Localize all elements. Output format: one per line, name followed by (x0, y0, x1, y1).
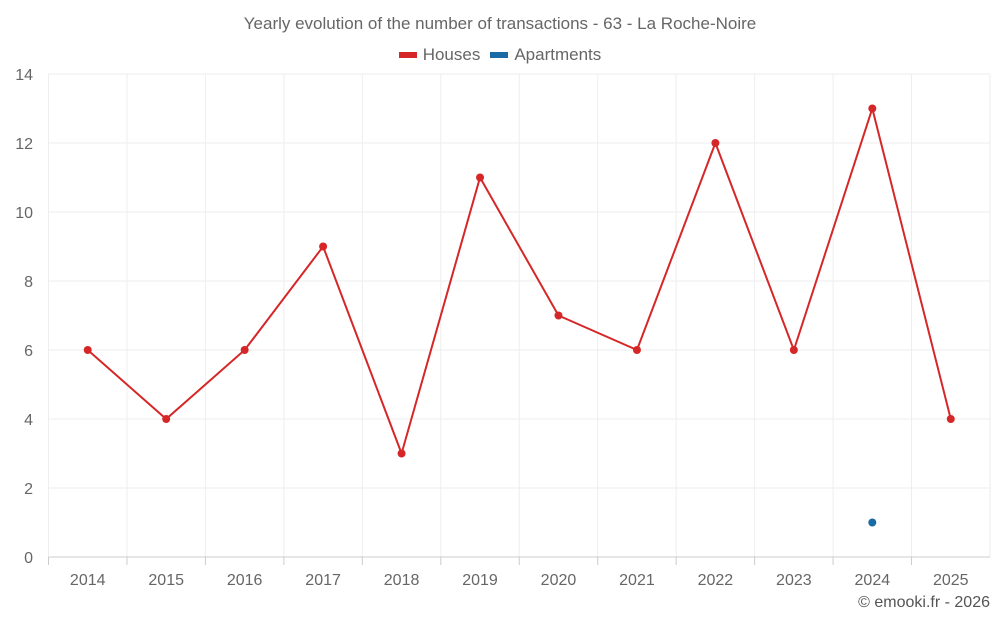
legend-swatch-apartments (490, 52, 509, 58)
y-tick-label: 12 (15, 136, 33, 153)
legend-label-apartments: Apartments (514, 45, 602, 64)
data-point-apartments (868, 518, 877, 527)
data-point-houses (83, 346, 92, 354)
data-point-houses (789, 346, 798, 354)
legend-swatch-houses (398, 52, 417, 58)
data-point-houses (868, 104, 877, 113)
y-tick-label: 4 (24, 412, 33, 429)
chart-title: Yearly evolution of the number of transa… (243, 14, 757, 33)
x-tick-label: 2025 (933, 572, 969, 589)
data-point-houses (319, 242, 328, 251)
data-point-houses (397, 449, 406, 458)
legend: Houses Apartments (0, 45, 1000, 65)
y-tick-label: 8 (24, 274, 33, 291)
x-tick-label: 2020 (541, 572, 577, 589)
data-point-houses (711, 139, 720, 147)
data-point-houses (632, 346, 641, 354)
y-tick-label: 0 (24, 550, 33, 567)
x-tick-label: 2017 (305, 572, 341, 589)
x-tick-label: 2014 (70, 572, 106, 589)
y-tick-label: 10 (15, 205, 33, 222)
data-point-houses (554, 311, 563, 320)
credit: © emooki.fr - 2026 (858, 594, 990, 611)
x-tick-label: 2015 (148, 572, 184, 589)
series-line-houses (87, 104, 952, 457)
data-point-houses (946, 415, 955, 423)
data-point-houses (162, 415, 171, 423)
x-tick-label: 2019 (462, 572, 498, 589)
x-tick-label: 2021 (619, 572, 655, 589)
y-tick-label: 14 (15, 67, 33, 84)
x-tick-label: 2018 (384, 572, 420, 589)
y-tick-label: 6 (24, 343, 33, 360)
x-tick-label: 2023 (776, 572, 812, 589)
data-point-houses (476, 173, 485, 182)
y-tick-label: 2 (24, 481, 33, 498)
legend-label-houses: Houses (422, 45, 481, 64)
legend-item-apartments[interactable]: Apartments (490, 45, 601, 65)
x-tick-label: 2022 (698, 572, 734, 589)
x-tick-label: 2024 (855, 572, 891, 589)
x-tick-label: 2016 (227, 572, 263, 589)
legend-item-houses[interactable]: Houses (398, 45, 481, 65)
data-point-houses (240, 346, 249, 354)
